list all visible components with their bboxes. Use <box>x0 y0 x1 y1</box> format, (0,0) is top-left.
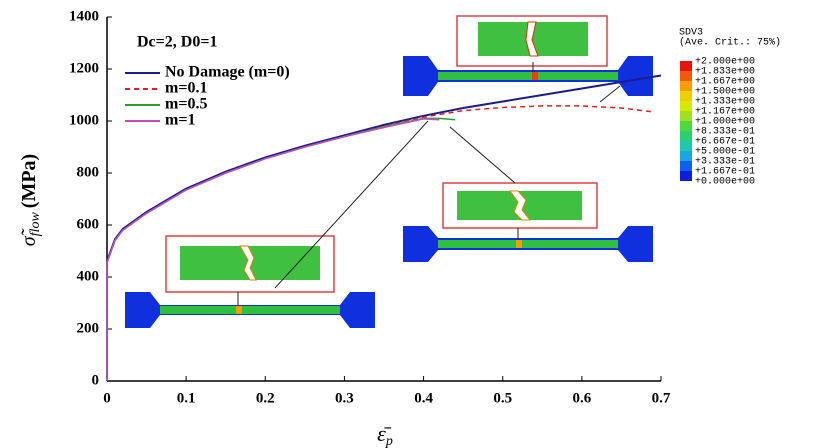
y-tick-label: 600 <box>77 216 100 232</box>
y-tick-label: 200 <box>77 320 100 336</box>
y-label-unit: (MPa) <box>18 154 40 208</box>
y-label-subscript: flow <box>28 212 43 237</box>
x-tick-label: 0.1 <box>177 390 196 406</box>
y-tick-label: 800 <box>77 164 100 180</box>
x-tick-label: 0.3 <box>335 390 354 406</box>
specimen-1 <box>125 236 375 328</box>
contour-color <box>680 161 692 171</box>
chart: Dc=2, D0=1 ε̄p σ̃flow(MPa) 0200400600800… <box>0 0 824 448</box>
x-tick-label: 0.2 <box>256 390 275 406</box>
contour-color <box>680 101 692 111</box>
contour-color <box>680 151 692 161</box>
contour-subtitle: (Ave. Crit.: 75%) <box>679 37 781 49</box>
y-tick-label: 1200 <box>69 60 99 76</box>
contour-color <box>680 81 692 91</box>
x-tick-label: 0 <box>103 390 111 406</box>
contour-color <box>680 141 692 151</box>
annotation: Dc=2, D0=1 <box>137 34 217 51</box>
y-tick-label: 400 <box>77 268 100 284</box>
legend-label: No Damage (m=0) <box>165 64 290 81</box>
contour-label: +0.000e+00 <box>695 177 755 188</box>
specimen-3 <box>403 16 653 96</box>
contour-color <box>680 111 692 121</box>
x-tick-label: 0.4 <box>414 390 433 406</box>
x-axis-label: ε̄p <box>377 421 393 448</box>
specimen-2 <box>403 183 653 262</box>
legend-label: m=0.1 <box>165 80 207 97</box>
x-tick-label: 0.6 <box>572 390 591 406</box>
contour-color <box>680 61 692 71</box>
y-tick-label: 1000 <box>69 112 99 128</box>
y-axis-label: σ̃flow(MPa) <box>18 154 44 246</box>
y-tick-label: 1400 <box>69 8 99 24</box>
contour-color <box>680 71 692 81</box>
y-tick-label: 0 <box>92 372 100 388</box>
contour-color <box>680 91 692 101</box>
x-tick-label: 0.5 <box>493 390 512 406</box>
contour-color <box>680 121 692 131</box>
legend-label: m=1 <box>165 112 195 129</box>
x-label-subscript: p <box>385 434 393 448</box>
contour-color <box>680 171 692 181</box>
legend-label: m=0.5 <box>165 96 207 113</box>
x-tick-label: 0.7 <box>652 390 671 406</box>
contour-color <box>680 131 692 141</box>
